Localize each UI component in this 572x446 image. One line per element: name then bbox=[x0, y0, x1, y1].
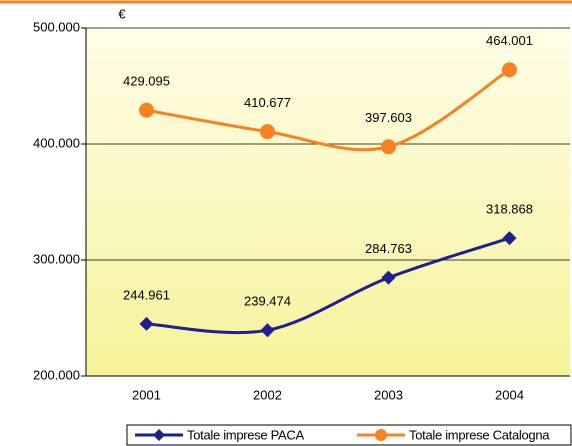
data-label: 410.677 bbox=[244, 95, 291, 110]
y-tick-label: 400.000 bbox=[33, 135, 80, 150]
legend-marker bbox=[153, 429, 165, 441]
marker bbox=[260, 323, 275, 338]
marker bbox=[260, 124, 275, 140]
x-tick-label: 2002 bbox=[253, 387, 282, 402]
y-tick-label: 300.000 bbox=[33, 251, 80, 266]
marker bbox=[139, 102, 154, 118]
data-label: 464.001 bbox=[486, 33, 533, 48]
y-tick-label: 200.000 bbox=[33, 367, 80, 382]
marker bbox=[139, 316, 154, 331]
legend-label: Totale imprese Catalogna bbox=[409, 427, 550, 442]
x-tick-label: 2001 bbox=[132, 387, 161, 402]
legend-label: Totale imprese PACA bbox=[187, 427, 305, 442]
data-label: 318.868 bbox=[486, 202, 533, 217]
y-tick-label: 500.000 bbox=[33, 19, 80, 34]
data-label: 429.095 bbox=[123, 74, 170, 89]
data-label: 397.603 bbox=[365, 110, 412, 125]
x-tick-label: 2004 bbox=[495, 387, 524, 402]
legend-box bbox=[126, 424, 572, 446]
series-line bbox=[146, 236, 510, 335]
marker bbox=[502, 62, 517, 78]
marker bbox=[502, 231, 517, 246]
data-label: 244.961 bbox=[123, 287, 170, 302]
legend-marker bbox=[375, 429, 387, 441]
data-label: 284.763 bbox=[365, 241, 412, 256]
data-label: 239.474 bbox=[244, 294, 291, 309]
x-tick-label: 2003 bbox=[374, 387, 403, 402]
marker bbox=[381, 270, 396, 285]
y-axis-label: € bbox=[118, 6, 126, 21]
marker bbox=[381, 139, 396, 155]
series-line bbox=[146, 68, 511, 152]
